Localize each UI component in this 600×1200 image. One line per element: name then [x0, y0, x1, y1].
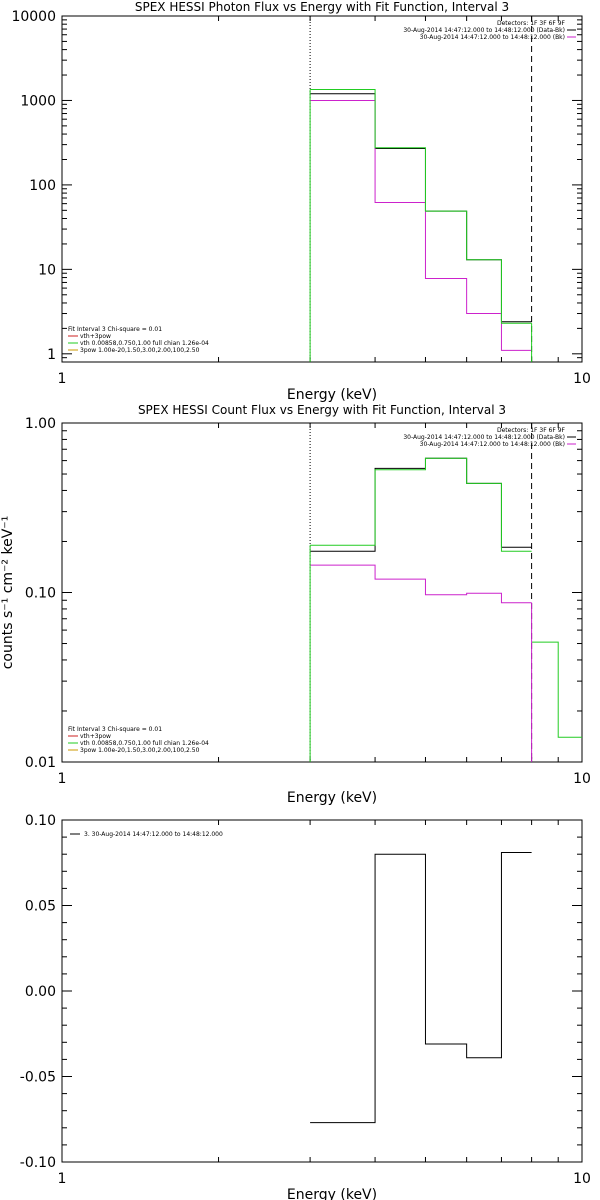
y-tick-label: -0.10: [20, 1155, 56, 1171]
series-line: [310, 457, 532, 552]
chart-title: SPEX HESSI Photon Flux vs Energy with Fi…: [135, 0, 509, 14]
plot-frame: [61, 422, 583, 763]
y-tick-label: 10: [38, 262, 56, 278]
legend-right-entry: 30-Aug-2014 14:47:12.000 to 14:48:12.000…: [403, 27, 565, 34]
x-axis-label: Energy (keV): [287, 1187, 377, 1200]
y-tick-label: 1: [47, 347, 56, 363]
residuals-chart: 1 10 0.10 0.05 0.00 -0.05 -0.10 Energy (keV) 3. …: [20, 813, 591, 1200]
series-line: [310, 851, 532, 1124]
y-tick-label: 1.00: [25, 416, 56, 432]
legend-left-entry: Fit Interval 3 Chi-square = 0.01: [68, 326, 162, 333]
x-tick-label: 1: [58, 371, 67, 387]
x-tick-label: 10: [573, 771, 591, 787]
y-tick-label: 10000: [11, 9, 56, 25]
y-axis-label: counts s⁻¹ cm⁻² keV⁻¹: [0, 516, 16, 670]
photon-flux-chart: SPEX HESSI Photon Flux vs Energy with Fi…: [11, 0, 590, 403]
legend-left-entry: 3pow 1.00e-20,1.50,3.00,2.00,100,2.50: [80, 747, 200, 754]
legend-right-entry: 30-Aug-2014 14:47:12.000 to 14:48:12.000…: [403, 434, 565, 441]
count-flux-chart: SPEX HESSI Count Flux vs Energy with Fit…: [0, 403, 591, 806]
y-tick-label: 1000: [20, 93, 56, 109]
legend-left-entry: vth 0.00858,0.750,1.00 full chian 1.26e-…: [80, 340, 209, 347]
legend-left-entry: vth+3pow: [80, 333, 111, 340]
y-tick-label: 100: [29, 178, 56, 194]
y-tick-label: 0.00: [25, 984, 56, 1000]
plot-frame: [61, 819, 583, 1163]
legend-right-entry: 30-Aug-2014 14:47:12.000 to 14:48:12.000…: [420, 441, 565, 448]
legend-right-entry: Detectors: 1F 3F 6F 9F: [497, 20, 566, 27]
series-line: [310, 564, 532, 604]
legend-left-entry: 3pow 1.00e-20,1.50,3.00,2.00,100,2.50: [80, 347, 200, 354]
y-tick-label: 0.01: [25, 755, 56, 771]
chart-title: SPEX HESSI Count Flux vs Energy with Fit…: [138, 403, 506, 417]
x-tick-label: 10: [573, 1171, 591, 1187]
legend-left-entry: vth 0.00858,0.750,1.00 full chian 1.26e-…: [80, 740, 209, 747]
legend-right-entry: Detectors: 1F 3F 6F 9F: [497, 427, 566, 434]
y-tick-label: -0.05: [20, 1070, 56, 1086]
series-line: [310, 457, 532, 552]
series-line: [310, 93, 532, 323]
plot-frame: [61, 15, 583, 363]
x-tick-label: 1: [58, 771, 67, 787]
x-axis-label: Energy (keV): [287, 387, 377, 403]
y-tick-label: 0.10: [25, 586, 56, 602]
legend-left-entry: 3. 30-Aug-2014 14:47:12.000 to 14:48:12.…: [84, 831, 223, 838]
series-line: [531, 641, 582, 738]
x-tick-label: 1: [58, 1171, 67, 1187]
x-axis-label: Energy (keV): [287, 790, 377, 806]
y-tick-label: 0.05: [25, 899, 56, 915]
x-tick-label: 10: [573, 371, 591, 387]
series-line: [310, 88, 532, 324]
y-tick-label: 0.10: [25, 813, 56, 829]
legend-right-entry: 30-Aug-2014 14:47:12.000 to 14:48:12.000…: [420, 34, 565, 41]
legend-left-entry: vth+3pow: [80, 733, 111, 740]
legend-left-entry: Fit Interval 3 Chi-square = 0.01: [68, 726, 162, 733]
series-line: [310, 99, 532, 351]
